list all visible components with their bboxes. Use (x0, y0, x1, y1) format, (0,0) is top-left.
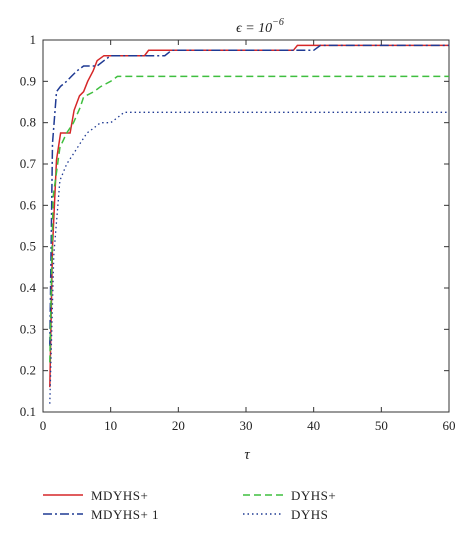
x-tick-label: 0 (40, 418, 47, 433)
y-tick-label: 0.4 (20, 280, 37, 295)
x-tick-label: 40 (307, 418, 320, 433)
x-tick-label: 60 (443, 418, 456, 433)
legend-label: MDYHS+ 1 (91, 507, 159, 522)
y-tick-label: 0.6 (20, 197, 37, 212)
legend-label: DYHS+ (291, 488, 336, 503)
x-tick-label: 50 (375, 418, 388, 433)
chart-title: ϵ = 10−6 (236, 17, 284, 36)
y-tick-label: 0.3 (20, 321, 36, 336)
y-tick-label: 0.2 (20, 363, 36, 378)
plot-area: 0 10 20 30 40 50 60 0.1 0.2 0.3 0.4 0.5 0.6 0.7 0.8 0.9… (20, 32, 456, 433)
y-tick-label: 0.9 (20, 73, 36, 88)
legend-item-dyhs: DYHS+ (243, 488, 336, 503)
y-tick-label: 0.7 (20, 156, 37, 171)
y-tick-label: 0.8 (20, 115, 36, 130)
legend-label: MDYHS+ (91, 488, 148, 503)
x-tick-label: 30 (240, 418, 253, 433)
legend-item-mdyhs-1: MDYHS+ 1 (43, 507, 159, 522)
chart-title-exponent: −6 (272, 17, 284, 28)
y-tick-label: 0.5 (20, 239, 36, 254)
x-tick-label: 10 (104, 418, 117, 433)
y-tick-label: 0.1 (20, 404, 36, 419)
legend-item-dyhs: DYHS (243, 507, 328, 522)
series-line-dyhs (49, 111, 449, 404)
y-tick-label: 1 (30, 32, 37, 47)
legend-label: DYHS (291, 507, 328, 522)
plot-frame (42, 39, 450, 413)
series-line-mdyhs-1 (49, 44, 449, 346)
x-tick-label: 20 (172, 418, 185, 433)
x-axis-label: τ (244, 447, 250, 463)
series-line-mdyhs (49, 44, 449, 388)
legend: MDYHS+ DYHS+ MDYHS+ 1 DYHS (43, 488, 336, 522)
chart-title-base: ϵ = 10 (236, 21, 272, 36)
series-line-dyhs (49, 75, 449, 363)
legend-item-mdyhs: MDYHS+ (43, 488, 148, 503)
